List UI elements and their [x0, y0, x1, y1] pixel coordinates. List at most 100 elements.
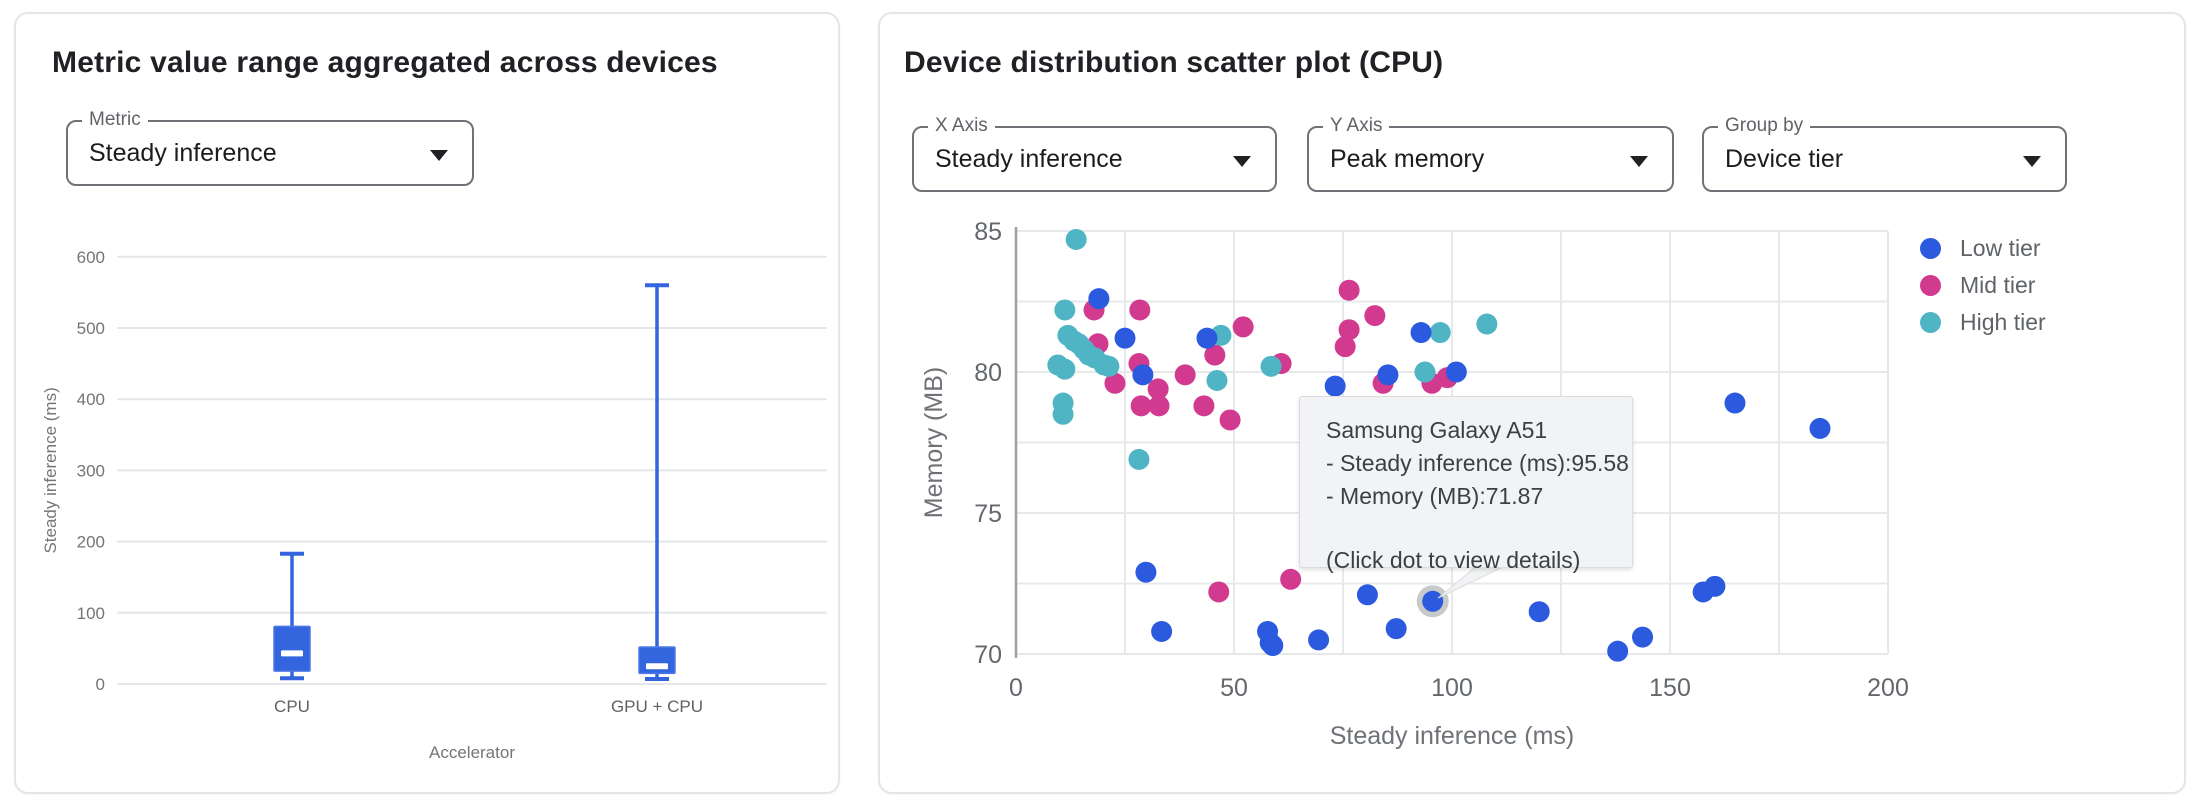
y-tick-label: 500 [77, 319, 105, 338]
scatter-point[interactable] [1104, 372, 1126, 394]
scatter-point[interactable] [1219, 409, 1241, 431]
scatter-point[interactable] [1204, 344, 1226, 366]
device-tooltip: Samsung Galaxy A51 - Steady inference (m… [1299, 396, 1633, 573]
group-by-select[interactable]: Group by Device tier [1702, 115, 2067, 192]
y-tick-label: 0 [96, 675, 105, 694]
tooltip-device-name: Samsung Galaxy A51 [1326, 417, 1548, 443]
scatter-point[interactable] [1054, 358, 1076, 380]
legend-label: Mid tier [1960, 272, 2036, 298]
scatter-point[interactable] [1148, 395, 1170, 417]
boxplot-card-title: Metric value range aggregated across dev… [52, 46, 718, 79]
scatter-point[interactable] [1377, 364, 1399, 386]
scatter-point[interactable] [1132, 364, 1154, 386]
scatter-point[interactable] [1385, 618, 1407, 640]
scatter-point[interactable] [1232, 316, 1254, 338]
scatter-point[interactable] [1088, 288, 1110, 310]
y-tick-label: 80 [974, 359, 1002, 387]
chevron-down-icon [2023, 156, 2041, 167]
scatter-point[interactable] [1704, 575, 1726, 597]
scatter-point[interactable] [1280, 568, 1302, 590]
boxplot-chart: 0 100 200 300 400 500 600 Steady inference (ms)… [41, 248, 827, 762]
x-axis-select-label: X Axis [928, 115, 995, 137]
scatter-point[interactable] [1262, 635, 1284, 657]
scatter-card-title: Device distribution scatter plot (CPU) [904, 46, 1444, 79]
scatter-point[interactable] [1052, 403, 1074, 425]
legend-item-high-tier: High tier [1920, 304, 2046, 341]
scatter-point[interactable] [1098, 355, 1120, 377]
scatter-point[interactable] [1528, 601, 1550, 623]
scatter-point[interactable] [1128, 448, 1150, 470]
tooltip-y-value: - Memory (MB):71.87 [1326, 483, 1544, 509]
y-tick-label: 100 [77, 604, 105, 623]
scatter-point[interactable] [1174, 364, 1196, 386]
scatter-legend: Low tier Mid tier High tier [1920, 230, 2046, 341]
box-GPU + CPU[interactable] [638, 646, 676, 675]
x-category-label: GPU + CPU [611, 697, 703, 716]
group-by-select-label: Group by [1718, 115, 1811, 137]
x-tick-label: 150 [1649, 674, 1691, 702]
scatter-point[interactable] [1065, 228, 1087, 250]
y-tick-label: 75 [974, 500, 1002, 528]
mid-tier-dot-icon [1920, 275, 1941, 296]
y-tick-label: 85 [974, 218, 1002, 246]
scatter-point[interactable] [1445, 361, 1467, 383]
scatter-point[interactable] [1129, 299, 1151, 321]
box-CPU[interactable] [273, 625, 311, 672]
boxplot-card: Metric value range aggregated across dev… [14, 12, 840, 794]
scatter-point[interactable] [1206, 369, 1228, 391]
scatter-point[interactable] [1809, 417, 1831, 439]
scatter-point[interactable] [1632, 626, 1654, 648]
scatter-point[interactable] [1054, 299, 1076, 321]
scatter-point[interactable] [1429, 322, 1451, 344]
tooltip-x-value: - Steady inference (ms):95.58 [1326, 450, 1629, 476]
low-tier-dot-icon [1920, 238, 1941, 259]
x-axis-select[interactable]: X Axis Steady inference [912, 115, 1277, 192]
scatter-point[interactable] [1130, 395, 1152, 417]
scatter-point[interactable] [1308, 629, 1330, 651]
scatter-point[interactable] [1338, 319, 1360, 341]
x-axis-select-value: Steady inference [935, 145, 1123, 173]
scatter-point[interactable] [1135, 561, 1157, 583]
median-line [281, 650, 303, 657]
scatter-point[interactable] [1410, 322, 1432, 344]
y-tick-label: 300 [77, 461, 105, 480]
y-axis-title: Memory (MB) [920, 367, 948, 518]
scatter-point[interactable] [1356, 584, 1378, 606]
scatter-card: Device distribution scatter plot (CPU) X… [878, 12, 2186, 794]
x-axis-title: Steady inference (ms) [1330, 722, 1575, 750]
high-tier-dot-icon [1920, 312, 1941, 333]
tooltip-pointer [1437, 566, 1506, 599]
tooltip-hint: (Click dot to view details) [1326, 547, 1581, 573]
scatter-point[interactable] [1114, 327, 1136, 349]
scatter-point[interactable] [1324, 375, 1346, 397]
y-tick-label: 400 [77, 390, 105, 409]
scatter-point[interactable] [1196, 327, 1218, 349]
legend-item-mid-tier: Mid tier [1920, 267, 2046, 304]
x-tick-label: 0 [1009, 674, 1023, 702]
scatter-point[interactable] [1414, 361, 1436, 383]
y-axis-title: Steady inference (ms) [41, 387, 60, 553]
scatter-point[interactable] [1151, 620, 1173, 642]
y-axis-select[interactable]: Y Axis Peak memory [1307, 115, 1674, 192]
legend-label: Low tier [1960, 235, 2041, 261]
scatter-point[interactable] [1208, 581, 1230, 603]
scatter-point[interactable] [1724, 392, 1746, 414]
metric-select[interactable]: Metric Steady inference [66, 109, 474, 186]
x-tick-label: 100 [1431, 674, 1473, 702]
scatter-point[interactable] [1364, 305, 1386, 327]
median-line [646, 663, 668, 670]
scatter-point[interactable] [1476, 313, 1498, 335]
scatter-point[interactable] [1260, 355, 1282, 377]
x-axis-title: Accelerator [429, 743, 515, 762]
scatter-point[interactable] [1334, 336, 1356, 358]
scatter-point[interactable] [1607, 640, 1629, 662]
scatter-point[interactable] [1338, 279, 1360, 301]
y-tick-label: 70 [974, 641, 1002, 669]
scatter-point[interactable] [1147, 378, 1169, 400]
chevron-down-icon [430, 150, 448, 161]
y-tick-label: 200 [77, 533, 105, 552]
legend-label: High tier [1960, 309, 2046, 335]
scatter-point[interactable] [1193, 395, 1215, 417]
y-axis-select-value: Peak memory [1330, 145, 1485, 173]
scatter-point-selected[interactable] [1422, 590, 1444, 612]
